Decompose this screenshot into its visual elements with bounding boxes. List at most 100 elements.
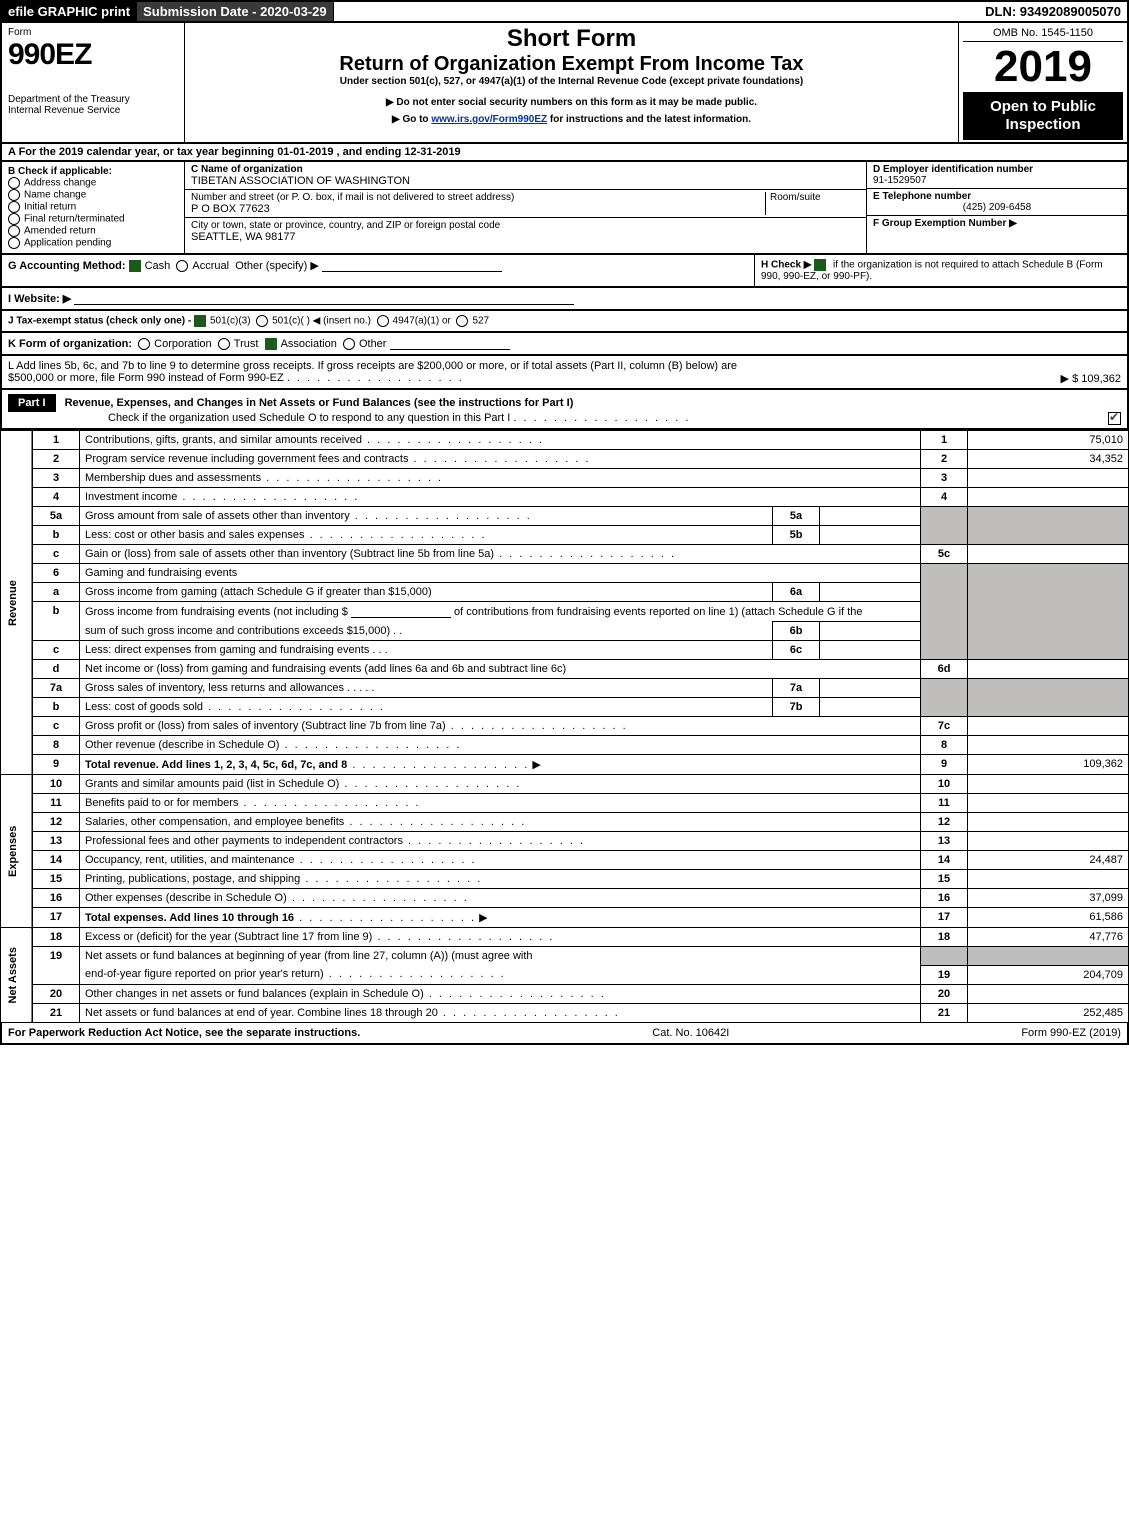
line-2-ref: 2 [921,450,968,469]
opt-application-pending: Application pending [24,238,111,249]
line-10-amount [968,775,1129,794]
line-5b-num: b [32,526,80,545]
chk-527[interactable] [456,315,468,327]
chk-application-pending[interactable] [8,237,20,249]
opt-corporation: Corporation [154,338,211,350]
h-text: if the organization is not required to a… [761,260,1103,282]
room-suite-label: Room/suite [765,192,860,215]
line-20-ref: 20 [921,984,968,1003]
chk-accrual[interactable] [176,260,188,272]
line-17-desc: Total expenses. Add lines 10 through 16 [85,912,294,924]
website-input[interactable] [74,292,574,305]
opt-name-change: Name change [24,190,86,201]
line-15-ref: 15 [921,870,968,889]
chk-address-change[interactable] [8,177,20,189]
line-8-ref: 8 [921,736,968,755]
chk-501c[interactable] [256,315,268,327]
chk-trust[interactable] [218,338,230,350]
shade-19-amt [968,947,1129,966]
opt-501c: 501(c)( ) ◀ (insert no.) [272,316,371,327]
part-i-check-text: Check if the organization used Schedule … [108,412,510,424]
line-21-amount: 252,485 [968,1003,1129,1022]
chk-cash[interactable] [129,260,141,272]
line-19-desc1: Net assets or fund balances at beginning… [80,947,921,966]
line-5c-ref: 5c [921,545,968,564]
shade-19 [921,947,968,966]
phone-value: (425) 209-6458 [873,202,1121,213]
line-6c-num: c [32,641,80,660]
box-def: D Employer identification number 91-1529… [866,162,1127,253]
line-5c-num: c [32,545,80,564]
other-org-input[interactable] [390,337,510,350]
f-label: F Group Exemption Number ▶ [873,218,1017,229]
line-3-num: 3 [32,469,80,488]
line-21-desc: Net assets or fund balances at end of ye… [85,1007,438,1019]
page-footer: For Paperwork Reduction Act Notice, see … [0,1023,1129,1045]
chk-amended-return[interactable] [8,225,20,237]
opt-other-org: Other [359,338,387,350]
street-address: P O BOX 77623 [191,203,765,215]
dots-icon [513,412,690,424]
entity-info-box: B Check if applicable: Address change Na… [0,162,1129,255]
line-6a-subval [820,583,921,602]
line-10-num: 10 [32,775,80,794]
line-9-ref: 9 [921,755,968,775]
tax-year: 2019 [963,42,1123,92]
chk-501c3[interactable] [194,315,206,327]
line-6c-desc: Less: direct expenses from gaming and fu… [85,644,369,656]
shade-7ab-amt [968,679,1129,717]
chk-4947a1[interactable] [377,315,389,327]
form-header: Form 990EZ Department of the Treasury In… [0,23,1129,144]
line-12-desc: Salaries, other compensation, and employ… [85,816,344,828]
line-13-ref: 13 [921,832,968,851]
line-4-amount [968,488,1129,507]
box-b: B Check if applicable: Address change Na… [2,162,185,253]
org-name: TIBETAN ASSOCIATION OF WASHINGTON [191,175,860,187]
line-8-amount [968,736,1129,755]
line-7c-num: c [32,717,80,736]
chk-initial-return[interactable] [8,201,20,213]
chk-schedule-b-not-required[interactable] [814,259,826,271]
line-12-amount [968,813,1129,832]
chk-final-return[interactable] [8,213,20,225]
addr-label: Number and street (or P. O. box, if mail… [191,192,765,203]
line-1-amount: 75,010 [968,431,1129,450]
line-14-desc: Occupancy, rent, utilities, and maintena… [85,854,295,866]
other-specify-input[interactable] [322,259,502,272]
ein-value: 91-1529507 [873,175,1121,186]
omb-number: OMB No. 1545-1150 [963,25,1123,42]
chk-association[interactable] [265,338,277,350]
line-13-desc: Professional fees and other payments to … [85,835,403,847]
line-6b-contrib-input[interactable] [351,605,451,618]
irs-link[interactable]: www.irs.gov/Form990EZ [431,114,547,125]
line-7b-desc: Less: cost of goods sold [85,701,203,713]
d-label: D Employer identification number [873,164,1121,175]
line-2-amount: 34,352 [968,450,1129,469]
chk-corporation[interactable] [138,338,150,350]
line-14-ref: 14 [921,851,968,870]
chk-schedule-o-used[interactable] [1108,412,1121,425]
line-6-desc: Gaming and fundraising events [80,564,921,583]
footer-left: For Paperwork Reduction Act Notice, see … [8,1027,360,1039]
chk-name-change[interactable] [8,189,20,201]
line-13-amount [968,832,1129,851]
opt-trust: Trust [234,338,259,350]
opt-4947a1: 4947(a)(1) or [393,316,451,327]
chk-other-org[interactable] [343,338,355,350]
footer-right: Form 990-EZ (2019) [1021,1027,1121,1039]
efile-label[interactable]: efile GRAPHIC print [2,2,137,21]
line-7a-num: 7a [32,679,80,698]
line-10-ref: 10 [921,775,968,794]
line-13-num: 13 [32,832,80,851]
row-k: K Form of organization: Corporation Trus… [0,333,1129,356]
line-6b-desc3: sum of such gross income and contributio… [85,625,390,637]
part-i-label: Part I [8,394,56,412]
ssn-warning: ▶ Do not enter social security numbers o… [191,97,952,108]
line-7c-ref: 7c [921,717,968,736]
line-8-desc: Other revenue (describe in Schedule O) [85,739,279,751]
line-11-ref: 11 [921,794,968,813]
opt-initial-return: Initial return [24,202,76,213]
goto-prefix: ▶ Go to [392,114,431,125]
line-19-desc2: end-of-year figure reported on prior yea… [85,968,324,980]
line-11-desc: Benefits paid to or for members [85,797,238,809]
